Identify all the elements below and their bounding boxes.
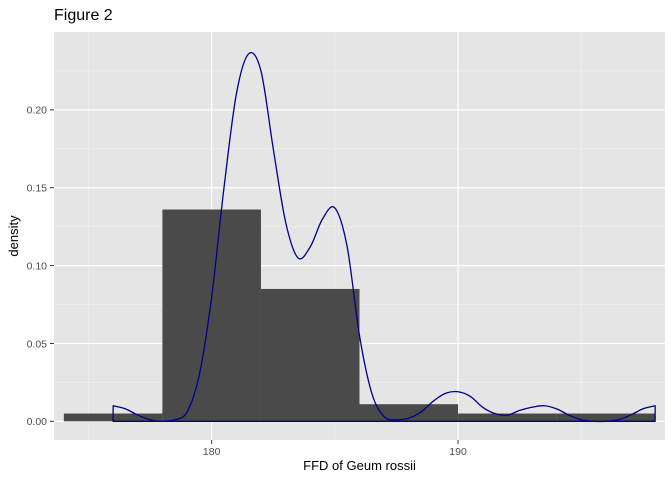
y-tick-label: 0.20 [27, 105, 48, 117]
density-curve-layer [112, 51, 656, 423]
histogram-bar [458, 413, 557, 422]
chart-title: Figure 2 [54, 7, 113, 24]
y-tick-label: 0.00 [27, 416, 48, 428]
y-tick-label: 0.10 [27, 260, 48, 272]
x-tick-labels: 180 190 [203, 446, 467, 458]
x-axis-title: FFD of Geum rossii [303, 458, 416, 473]
y-axis-title: density [6, 215, 21, 257]
x-tick-label: 180 [203, 446, 221, 458]
histogram-bar [162, 209, 261, 422]
histogram-bar [556, 413, 656, 422]
density-curve [112, 51, 656, 423]
histogram-bar [260, 288, 360, 422]
y-tick-labels: 0.00 0.05 0.10 0.15 0.20 [27, 105, 48, 428]
x-tick-label: 190 [449, 446, 467, 458]
y-tick-label: 0.05 [27, 338, 48, 350]
y-tick-label: 0.15 [27, 183, 48, 195]
axis-ticks [50, 109, 459, 444]
